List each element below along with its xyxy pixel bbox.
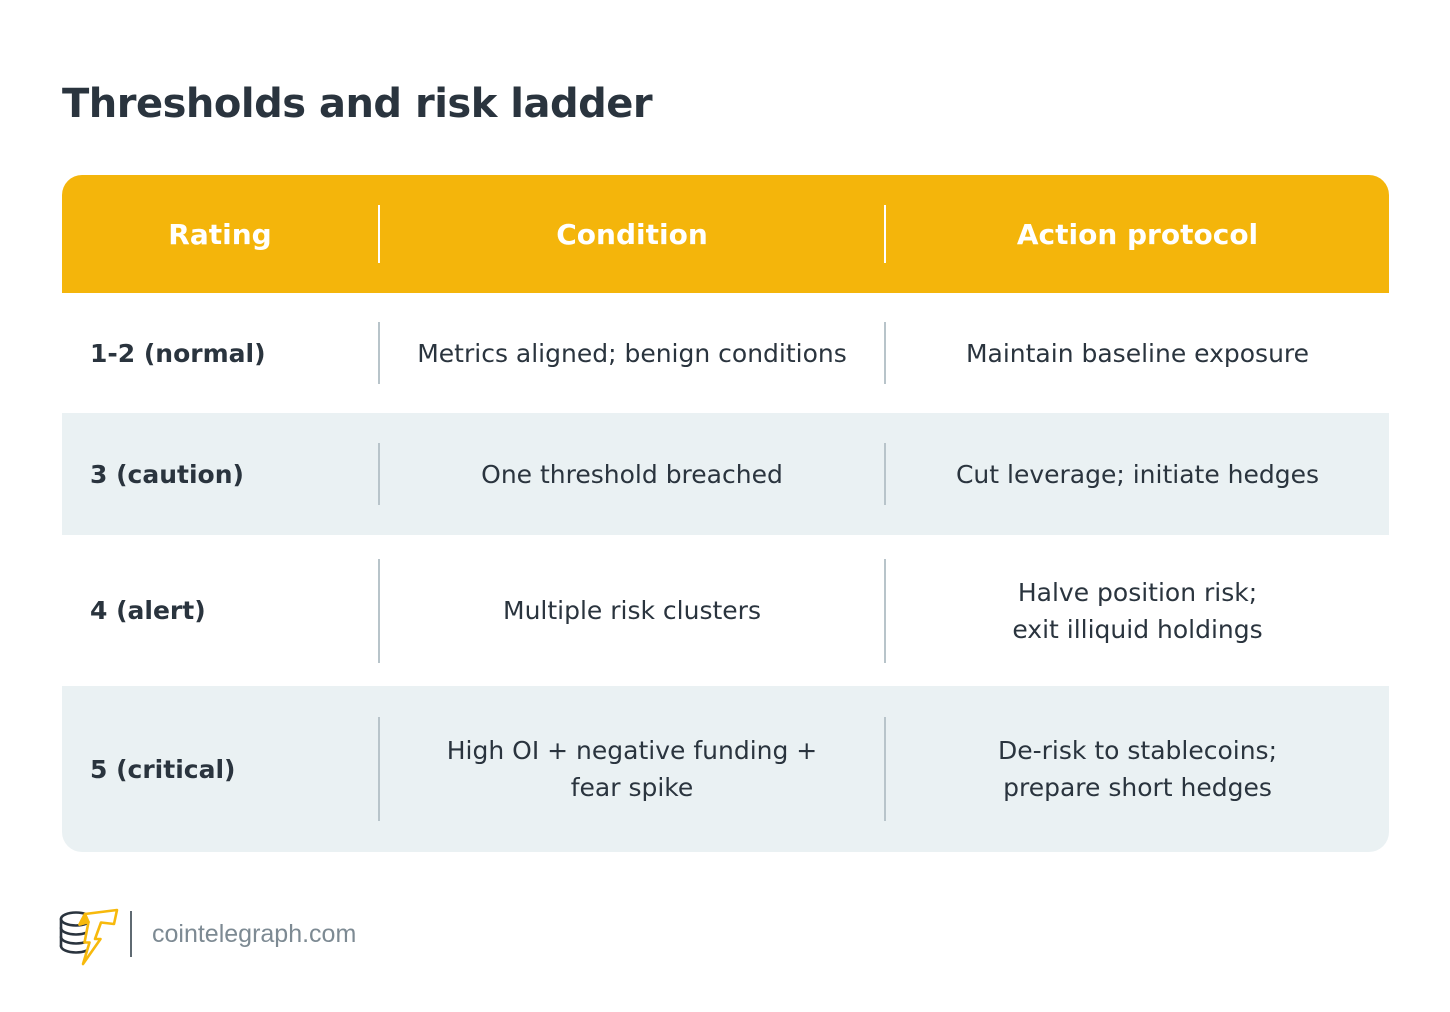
action-cell: Halve position risk; exit illiquid holdi… xyxy=(1012,577,1263,644)
page-title: Thresholds and risk ladder xyxy=(62,80,653,127)
column-divider xyxy=(884,322,886,384)
header-condition: Condition xyxy=(556,217,708,251)
column-divider xyxy=(884,205,886,263)
column-divider xyxy=(378,205,380,263)
column-divider xyxy=(884,717,886,821)
column-divider xyxy=(378,443,380,505)
condition-cell: One threshold breached xyxy=(481,459,783,489)
footer: cointelegraph.com xyxy=(56,902,356,966)
column-divider xyxy=(884,443,886,505)
table-header-row: Rating Condition Action protocol xyxy=(62,175,1389,293)
header-action-protocol: Action protocol xyxy=(1016,217,1259,251)
rating-cell: 5 (critical) xyxy=(90,754,236,784)
condition-cell: Metrics aligned; benign conditions xyxy=(417,338,847,368)
risk-ladder-table: Rating Condition Action protocol 1-2 (no… xyxy=(62,175,1389,852)
cointelegraph-logo xyxy=(59,908,119,966)
table-row: 3 (caution) One threshold breached Cut l… xyxy=(62,413,1389,535)
footer-divider xyxy=(130,911,132,957)
lightning-bolt-icon xyxy=(78,908,119,966)
table-row: 1-2 (normal) Metrics aligned; benign con… xyxy=(62,293,1389,413)
column-divider xyxy=(378,717,380,821)
column-divider xyxy=(378,322,380,384)
action-cell: Maintain baseline exposure xyxy=(965,338,1310,368)
action-cell: De-risk to stablecoins; prepare short he… xyxy=(998,736,1277,802)
rating-cell: 3 (caution) xyxy=(90,459,244,489)
condition-cell: High OI + negative funding + fear spike xyxy=(446,736,818,802)
header-rating: Rating xyxy=(168,217,272,251)
condition-cell: Multiple risk clusters xyxy=(503,596,761,625)
column-divider xyxy=(378,558,380,663)
column-divider xyxy=(884,558,886,663)
rating-cell: 4 (alert) xyxy=(90,596,206,625)
rating-cell: 1-2 (normal) xyxy=(90,338,266,368)
table-row: 4 (alert) Multiple risk clusters Halve p… xyxy=(62,535,1389,686)
table-row: 5 (critical) High OI + negative funding … xyxy=(62,686,1389,852)
action-cell: Cut leverage; initiate hedges xyxy=(955,459,1320,489)
footer-site-url: cointelegraph.com xyxy=(152,919,357,948)
